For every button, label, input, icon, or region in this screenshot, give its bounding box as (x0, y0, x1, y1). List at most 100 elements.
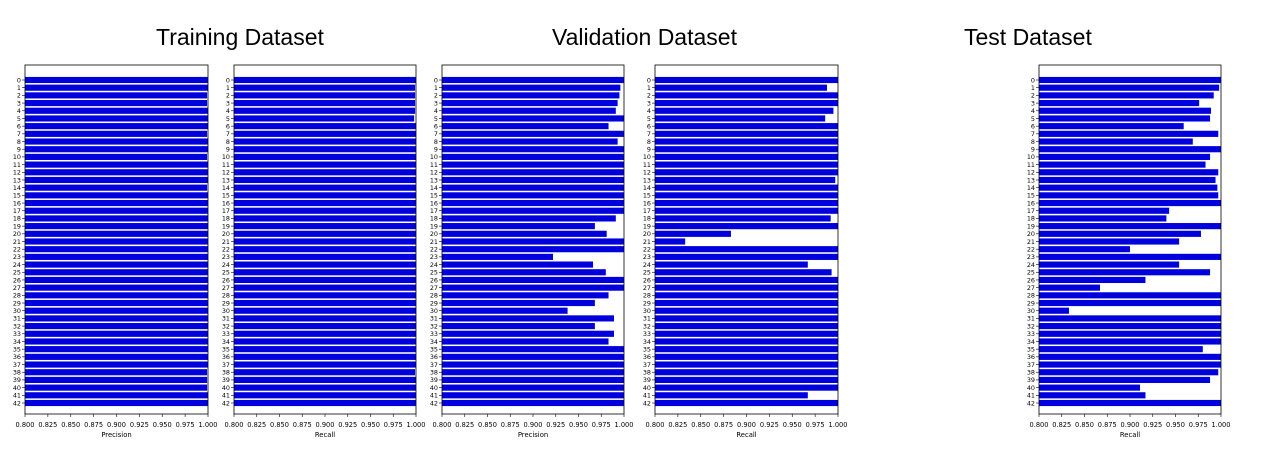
bar-class-12 (234, 169, 416, 176)
xtick-label: 0.850 (478, 421, 497, 429)
ytick-label-7: 7 (647, 130, 651, 138)
bar-class-41 (655, 392, 808, 399)
bar-class-0 (25, 76, 208, 84)
bar-class-31 (25, 315, 208, 322)
ytick-label-21: 21 (222, 238, 230, 246)
ytick-label-16: 16 (430, 199, 438, 207)
ytick-label-28: 28 (222, 292, 230, 300)
bar-class-21 (442, 238, 624, 245)
x-axis-label: Recall (1120, 431, 1140, 439)
ytick-label-31: 31 (13, 315, 21, 323)
ytick-label-14: 14 (222, 184, 230, 192)
ytick-label-11: 11 (222, 161, 230, 169)
xtick-label: 0.975 (592, 421, 611, 429)
xtick-label: 0.975 (176, 421, 195, 429)
bar-class-38 (234, 369, 416, 376)
xtick-label: 0.900 (524, 421, 543, 429)
bar-class-3 (1039, 99, 1200, 107)
ytick-label-22: 22 (643, 245, 651, 253)
xtick-label: 0.900 (107, 421, 126, 429)
bar-class-12 (442, 169, 624, 176)
ytick-label-3: 3 (17, 99, 21, 107)
ytick-label-6: 6 (647, 122, 651, 130)
bar-class-6 (234, 123, 416, 130)
xtick-label: 0.900 (316, 421, 335, 429)
ytick-label-36: 36 (1027, 353, 1035, 361)
ytick-label-22: 22 (13, 245, 21, 253)
bar-class-7 (25, 130, 208, 137)
ytick-label-38: 38 (643, 369, 651, 377)
bar-class-1 (1039, 84, 1220, 91)
ytick-label-18: 18 (430, 215, 438, 223)
bar-class-32 (655, 323, 838, 330)
bar-class-8 (25, 138, 208, 145)
training-dataset-title: Training Dataset (156, 24, 324, 50)
ytick-label-5: 5 (434, 115, 438, 123)
bar-class-0 (234, 76, 416, 84)
bar-class-27 (655, 284, 838, 291)
xtick-label: 0.850 (691, 421, 710, 429)
bar-class-19 (655, 223, 838, 230)
bar-class-32 (1039, 323, 1221, 330)
ytick-label-22: 22 (1027, 245, 1035, 253)
ytick-label-2: 2 (17, 92, 21, 100)
bar-class-31 (1039, 315, 1221, 322)
bar-class-23 (655, 253, 838, 260)
bar-class-8 (1039, 138, 1193, 145)
bar-class-0 (442, 76, 624, 84)
ytick-label-38: 38 (430, 369, 438, 377)
chart-test-recall: 0123456789101112131415161718192021222324… (1027, 64, 1230, 439)
ytick-label-41: 41 (643, 392, 651, 400)
ytick-label-7: 7 (226, 130, 230, 138)
bar-class-33 (25, 330, 208, 337)
ytick-label-11: 11 (643, 161, 651, 169)
ytick-label-40: 40 (643, 384, 651, 392)
ytick-label-14: 14 (13, 184, 21, 192)
bar-class-35 (442, 346, 624, 353)
bar-class-2 (1039, 92, 1214, 99)
chart-training-recall: 0123456789101112131415161718192021222324… (222, 64, 425, 439)
bar-class-31 (655, 315, 838, 322)
ytick-label-13: 13 (222, 176, 230, 184)
bar-class-26 (1039, 276, 1146, 284)
bar-class-19 (1039, 223, 1221, 230)
ytick-label-32: 32 (13, 322, 21, 330)
ytick-label-12: 12 (1027, 169, 1035, 177)
ytick-label-31: 31 (430, 315, 438, 323)
ytick-label-29: 29 (643, 299, 651, 307)
bar-class-16 (25, 199, 208, 207)
bar-class-2 (655, 92, 838, 99)
ytick-label-7: 7 (17, 130, 21, 138)
ytick-label-0: 0 (226, 76, 230, 84)
bar-class-28 (1039, 292, 1221, 299)
ytick-label-1: 1 (434, 84, 438, 92)
bar-class-10 (25, 153, 208, 160)
bar-class-37 (655, 361, 838, 368)
xtick-label: 0.825 (247, 421, 266, 429)
xtick-label: 0.825 (1052, 421, 1071, 429)
xtick-label: 0.800 (1030, 421, 1049, 429)
ytick-label-34: 34 (13, 338, 21, 346)
ytick-label-17: 17 (13, 207, 21, 215)
ytick-label-19: 19 (430, 222, 438, 230)
bar-class-32 (234, 323, 416, 330)
ytick-label-42: 42 (222, 399, 230, 407)
bar-class-6 (442, 123, 609, 130)
ytick-label-24: 24 (222, 261, 230, 269)
bar-class-25 (655, 269, 832, 276)
bar-class-24 (234, 261, 416, 268)
ytick-label-16: 16 (1027, 199, 1035, 207)
xtick-label: 1.000 (829, 421, 848, 429)
bar-class-4 (25, 107, 208, 114)
bar-class-14 (25, 184, 208, 191)
ytick-label-17: 17 (222, 207, 230, 215)
bar-class-27 (442, 284, 624, 291)
ytick-label-25: 25 (1027, 269, 1035, 277)
bar-class-30 (234, 307, 416, 314)
xtick-label: 1.000 (199, 421, 218, 429)
ytick-label-8: 8 (647, 138, 651, 146)
ytick-label-15: 15 (222, 192, 230, 200)
bar-class-26 (234, 276, 416, 284)
bar-class-20 (25, 230, 208, 237)
ytick-label-17: 17 (1027, 207, 1035, 215)
